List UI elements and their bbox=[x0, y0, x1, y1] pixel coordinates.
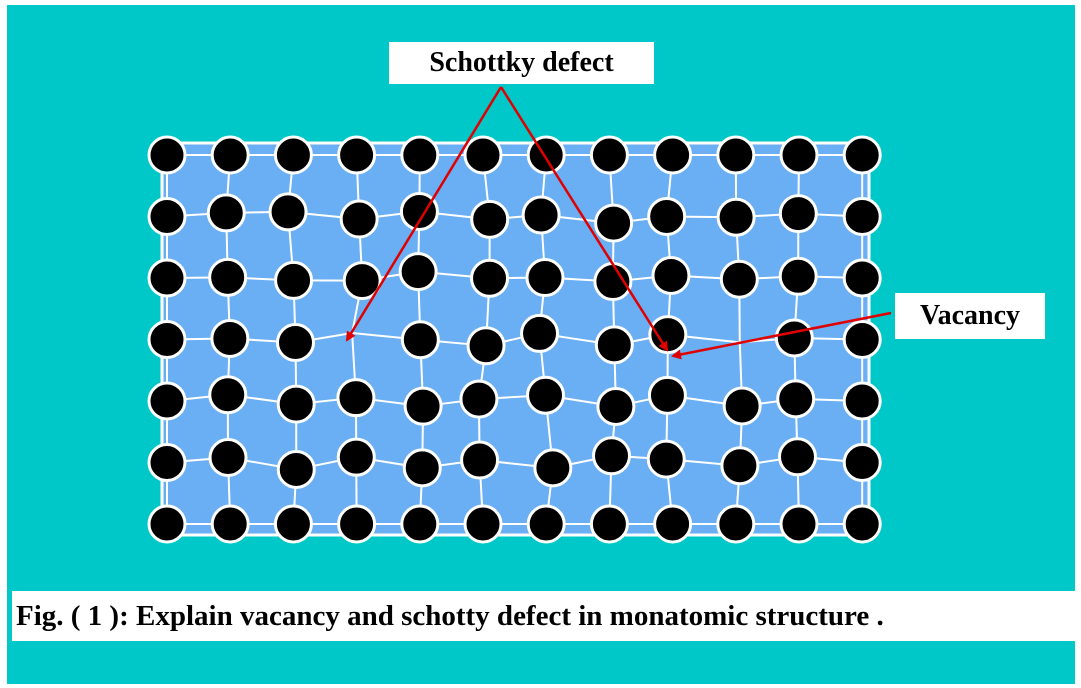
atom bbox=[594, 325, 634, 365]
atom bbox=[459, 379, 499, 419]
atom bbox=[147, 443, 187, 482]
vacancy-label: Vacancy bbox=[895, 293, 1045, 339]
atom bbox=[399, 191, 439, 231]
atom bbox=[147, 504, 187, 544]
atom bbox=[276, 384, 316, 424]
atom bbox=[400, 135, 440, 175]
atom bbox=[470, 199, 510, 239]
atom bbox=[779, 504, 819, 544]
atom bbox=[208, 257, 248, 297]
atom bbox=[336, 437, 376, 477]
atom bbox=[521, 195, 561, 235]
atom bbox=[275, 322, 315, 362]
atom bbox=[653, 504, 693, 544]
atom bbox=[273, 135, 313, 175]
atom bbox=[589, 504, 629, 544]
atom bbox=[722, 386, 762, 426]
atom bbox=[339, 199, 379, 239]
atom bbox=[206, 193, 246, 233]
atom bbox=[651, 255, 691, 295]
atom bbox=[842, 504, 882, 544]
atom bbox=[400, 504, 440, 544]
atom bbox=[268, 192, 308, 232]
atom bbox=[777, 437, 817, 477]
atom bbox=[647, 196, 687, 236]
atom bbox=[653, 135, 693, 175]
arrows-group bbox=[345, 86, 892, 360]
atom bbox=[342, 261, 382, 301]
atom bbox=[646, 439, 686, 479]
figure-frame: Schottky defect Vacancy Fig. ( 1 ): Expl… bbox=[7, 5, 1075, 684]
atom bbox=[470, 258, 510, 298]
atom bbox=[273, 504, 313, 544]
atom bbox=[594, 203, 634, 243]
atom bbox=[147, 135, 187, 175]
atom bbox=[400, 320, 440, 360]
atom bbox=[402, 448, 442, 488]
atom bbox=[208, 375, 248, 415]
atom bbox=[720, 446, 760, 486]
atom bbox=[778, 256, 818, 296]
atom bbox=[593, 262, 633, 302]
atom bbox=[533, 448, 573, 488]
atom bbox=[589, 135, 629, 175]
atom bbox=[842, 381, 882, 421]
atom bbox=[774, 318, 814, 358]
atom bbox=[463, 504, 503, 544]
atom bbox=[147, 381, 187, 421]
atom bbox=[526, 135, 566, 175]
atom bbox=[147, 320, 187, 359]
atom bbox=[208, 437, 248, 477]
atom bbox=[466, 326, 506, 366]
atom bbox=[460, 440, 500, 480]
atom bbox=[337, 504, 377, 544]
figure-caption: Fig. ( 1 ): Explain vacancy and schotty … bbox=[12, 591, 1075, 641]
atom bbox=[716, 135, 756, 175]
atom bbox=[842, 258, 882, 298]
schottky-defect-label: Schottky defect bbox=[389, 42, 654, 84]
atom bbox=[403, 386, 443, 426]
atom bbox=[210, 318, 250, 358]
schottky-arrow-right bbox=[499, 86, 669, 352]
atom bbox=[276, 449, 316, 489]
atom bbox=[716, 504, 756, 544]
atom bbox=[842, 320, 882, 359]
atom bbox=[210, 135, 250, 175]
atoms-group bbox=[147, 135, 882, 544]
atom bbox=[520, 313, 560, 353]
atom bbox=[716, 197, 756, 237]
atom bbox=[463, 135, 503, 175]
atom bbox=[398, 252, 438, 292]
atom bbox=[647, 375, 687, 415]
atom bbox=[779, 135, 819, 175]
atom bbox=[648, 315, 688, 355]
atom bbox=[596, 387, 636, 427]
vacancy-arrow bbox=[671, 311, 892, 360]
lattice-diagram bbox=[147, 86, 892, 544]
atom bbox=[274, 260, 314, 300]
atom bbox=[842, 135, 882, 175]
atom bbox=[147, 258, 187, 298]
schottky-arrow-left bbox=[345, 86, 503, 342]
atom bbox=[147, 197, 187, 236]
atom bbox=[526, 504, 566, 544]
atom bbox=[776, 379, 816, 419]
atom bbox=[778, 194, 818, 234]
atom bbox=[525, 258, 565, 298]
atom bbox=[719, 259, 759, 299]
atom bbox=[592, 436, 632, 476]
atom bbox=[337, 135, 377, 175]
atom bbox=[526, 375, 566, 415]
atom bbox=[842, 197, 882, 236]
atom bbox=[842, 443, 882, 482]
atom bbox=[336, 378, 376, 418]
atom bbox=[210, 504, 250, 544]
